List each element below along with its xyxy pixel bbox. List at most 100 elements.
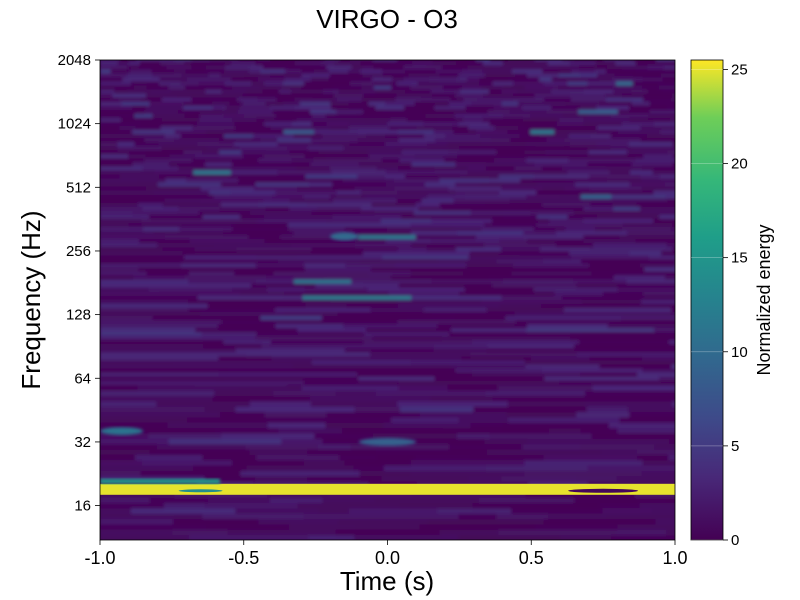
noise-tile bbox=[164, 198, 202, 203]
noise-tile bbox=[642, 368, 675, 373]
noise-tile bbox=[534, 93, 571, 98]
noise-tile bbox=[262, 89, 281, 94]
noise-tile bbox=[414, 210, 472, 215]
noise-tile bbox=[567, 81, 589, 86]
noise-tile bbox=[486, 465, 589, 471]
noise-tile bbox=[529, 267, 571, 272]
noise-tile bbox=[512, 262, 590, 268]
noise-tile bbox=[659, 85, 675, 90]
noise-tile bbox=[470, 351, 578, 357]
noise-tile bbox=[588, 186, 643, 191]
noise-tile bbox=[486, 449, 602, 455]
noise-tile bbox=[605, 68, 637, 74]
noise-tile bbox=[594, 222, 624, 227]
noise-tile bbox=[501, 101, 520, 106]
noise-tile bbox=[265, 206, 291, 211]
noise-tile bbox=[100, 427, 216, 434]
noise-tile bbox=[551, 105, 582, 110]
noise-tile bbox=[167, 422, 269, 429]
noise-tile bbox=[100, 64, 129, 70]
noise-tile bbox=[246, 465, 355, 471]
noise-tile bbox=[297, 327, 367, 333]
noise-tile bbox=[378, 438, 486, 445]
noise-tile bbox=[394, 186, 450, 191]
noise-tile bbox=[309, 64, 328, 70]
noise-tile bbox=[454, 315, 507, 320]
noise-tile bbox=[368, 145, 397, 151]
noise-tile bbox=[607, 323, 675, 329]
noise-tile bbox=[224, 81, 253, 86]
noise-tile bbox=[609, 170, 631, 175]
noise-tile bbox=[156, 258, 200, 264]
noise-tile bbox=[100, 93, 114, 98]
noise-tile bbox=[320, 141, 351, 147]
noise-tile bbox=[583, 234, 621, 240]
noise-tile bbox=[270, 72, 303, 78]
noise-tile bbox=[567, 170, 611, 175]
noise-tile bbox=[621, 226, 672, 232]
noise-tile bbox=[195, 153, 244, 159]
noise-tile bbox=[341, 427, 444, 434]
noise-tile bbox=[642, 459, 675, 466]
noise-tile bbox=[458, 416, 510, 423]
noise-tile bbox=[264, 121, 293, 126]
noise-tile bbox=[612, 85, 643, 90]
noise-tile bbox=[434, 105, 467, 110]
noise-tile bbox=[654, 327, 675, 333]
noise-tile bbox=[183, 149, 203, 155]
noise-tile bbox=[242, 93, 280, 98]
noise-tile bbox=[138, 267, 219, 272]
noise-tile bbox=[100, 347, 237, 353]
noise-tile bbox=[255, 262, 306, 268]
noise-tile bbox=[403, 77, 430, 82]
noise-tile bbox=[100, 145, 119, 151]
noise-tile bbox=[178, 206, 221, 211]
noise-tile bbox=[100, 242, 159, 248]
noise-tile bbox=[663, 89, 675, 94]
noise-tile bbox=[558, 125, 598, 130]
noise-tile bbox=[502, 279, 575, 284]
noise-tile bbox=[137, 384, 240, 391]
noise-tile bbox=[207, 497, 271, 504]
noise-tile bbox=[607, 178, 643, 183]
noise-tile bbox=[397, 129, 435, 134]
noise-tile bbox=[439, 202, 487, 207]
noise-tile bbox=[145, 149, 185, 155]
noise-tile bbox=[447, 141, 483, 147]
noise-tile bbox=[604, 93, 623, 98]
noise-tile bbox=[146, 93, 179, 98]
noise-tile bbox=[243, 153, 265, 159]
noise-tile bbox=[667, 198, 675, 203]
noise-tile bbox=[270, 60, 287, 62]
noise-tile bbox=[385, 141, 429, 147]
noise-tile bbox=[357, 174, 386, 179]
noise-tile bbox=[641, 210, 675, 215]
noise-tile bbox=[368, 153, 416, 159]
noise-tile bbox=[376, 165, 400, 171]
noise-tile bbox=[181, 72, 210, 78]
noise-tile bbox=[306, 202, 373, 207]
noise-tile bbox=[661, 250, 675, 256]
noise-tile bbox=[351, 279, 433, 284]
noise-tile bbox=[606, 513, 675, 520]
noise-tile bbox=[214, 427, 280, 434]
noise-tile bbox=[228, 368, 303, 373]
noise-tile bbox=[587, 523, 619, 530]
noise-tile bbox=[580, 443, 656, 450]
noise-tile bbox=[398, 137, 436, 143]
noise-tile bbox=[188, 279, 257, 284]
noise-tile bbox=[498, 529, 617, 536]
noise-tile bbox=[100, 507, 132, 514]
noise-tile bbox=[455, 161, 488, 167]
noise-tile bbox=[523, 230, 557, 236]
noise-tile bbox=[415, 202, 441, 207]
noise-tile bbox=[100, 360, 174, 365]
noise-tile bbox=[423, 307, 488, 312]
noise-tile bbox=[362, 64, 375, 70]
noise-tile bbox=[332, 182, 387, 187]
noise-tile bbox=[273, 271, 370, 276]
noise-tile bbox=[277, 170, 333, 175]
noise-tile bbox=[133, 275, 186, 280]
noise-tile bbox=[311, 360, 412, 365]
noise-tile bbox=[503, 85, 526, 90]
